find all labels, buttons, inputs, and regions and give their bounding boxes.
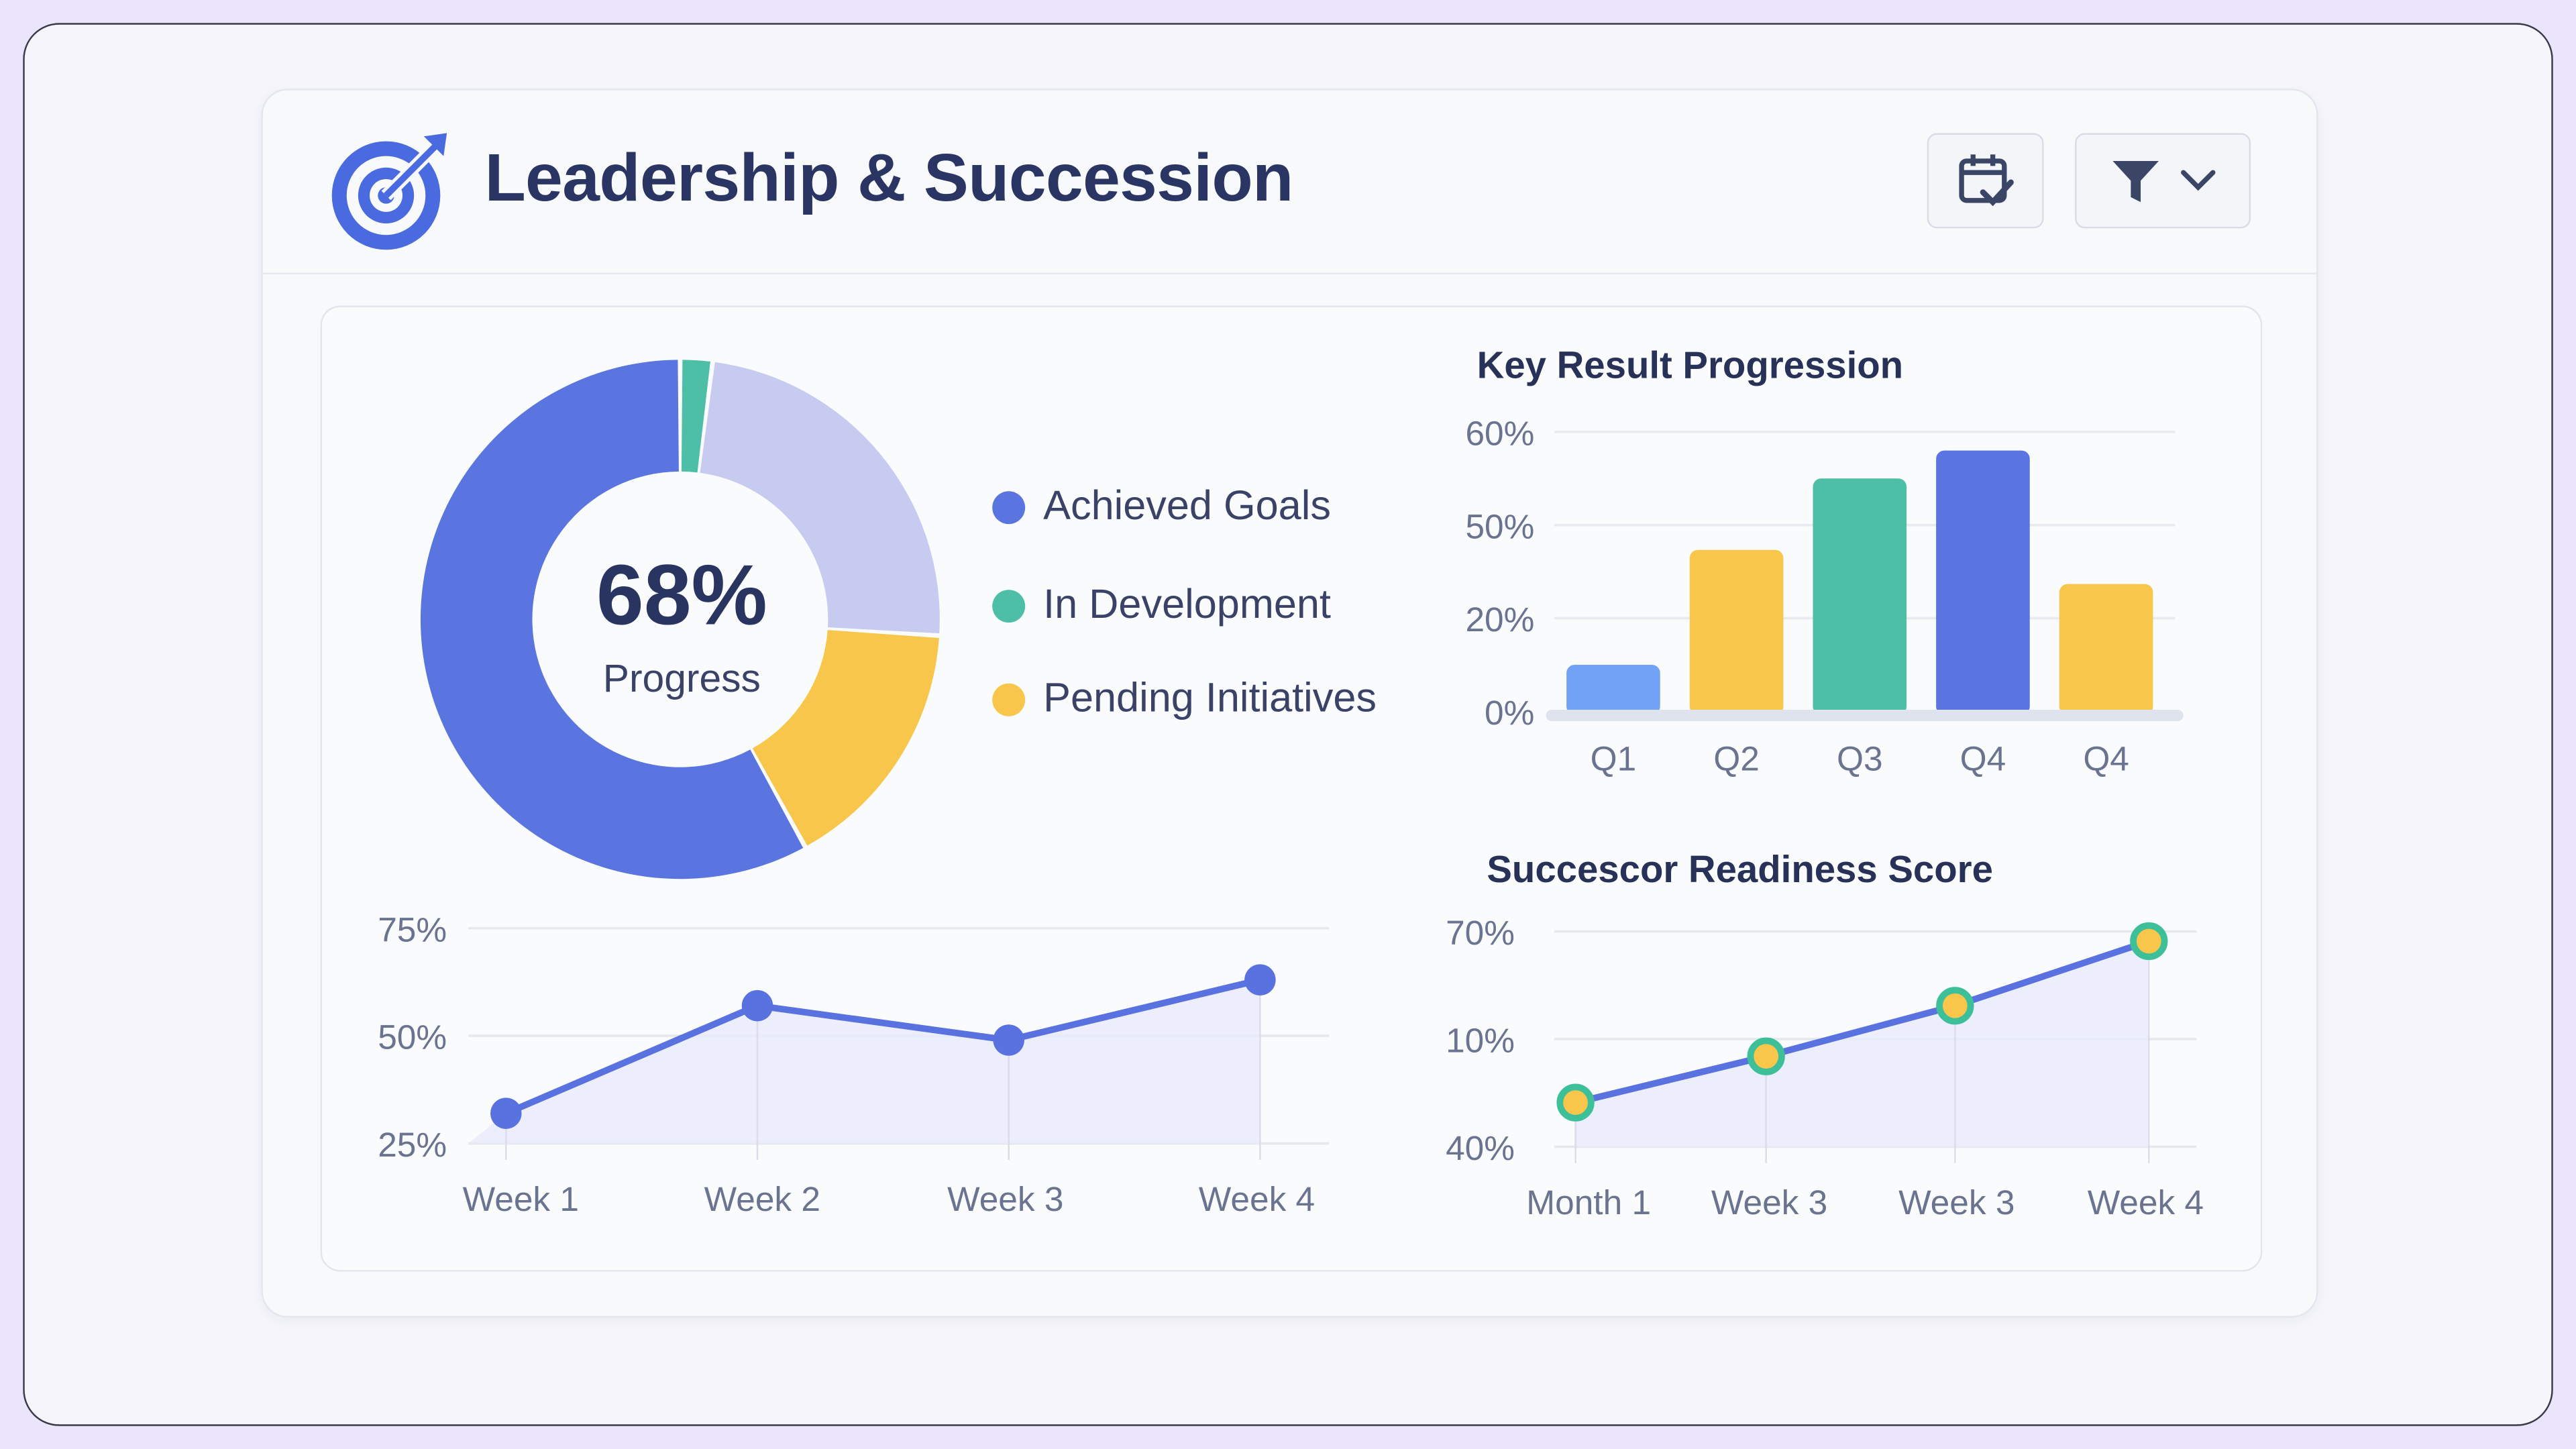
- x-axis-baseline: [1546, 709, 2184, 722]
- legend-item-pending-initiatives: Pending Initiatives: [992, 676, 1377, 723]
- y-tick-label: 70%: [1446, 913, 1515, 952]
- x-tick-label: Q1: [1591, 739, 1637, 778]
- target-logo-icon: [331, 133, 447, 250]
- series-line: [1574, 938, 2150, 1106]
- bar-q4: [1936, 450, 2030, 715]
- y-tick-label: 20%: [1465, 600, 1534, 639]
- y-tick-label: 60%: [1465, 413, 1534, 452]
- legend-label: In Development: [1043, 581, 1331, 628]
- data-point: [741, 989, 773, 1022]
- legend-item-in-development: In Development: [992, 582, 1331, 629]
- x-tick-label: Week 4: [1199, 1179, 1315, 1218]
- bar-q2: [1689, 549, 1784, 715]
- donut-center-value: 68%: [596, 547, 767, 643]
- charts-panel: 68% Progress Achieved Goals In Developme…: [320, 305, 2263, 1272]
- successor-readiness-line-chart: 40% 10% 70% Month 1 Week 3 Week 3 Week 4: [1446, 913, 2204, 1222]
- calendar-check-icon: [1958, 154, 2013, 207]
- series-line: [504, 976, 1261, 1117]
- x-tick-label: Week 3: [947, 1179, 1063, 1218]
- legend-label: Pending Initiatives: [1043, 675, 1377, 722]
- bar-q4: [2059, 584, 2153, 715]
- area-fill: [1575, 941, 2149, 1147]
- bar-chart-title: Key Result Progression: [1477, 343, 1904, 386]
- data-point: [993, 1024, 1024, 1056]
- legend-dot: [992, 682, 1026, 716]
- calendar-button[interactable]: [1927, 133, 2044, 229]
- x-tick-label: Q3: [1837, 739, 1883, 778]
- x-tick-label: Week 4: [2088, 1183, 2204, 1222]
- data-point: [490, 1097, 522, 1129]
- y-tick-label: 10%: [1446, 1021, 1515, 1060]
- y-tick-label: 50%: [378, 1018, 447, 1057]
- key-result-bar-chart: 0% 20% 50% 60% Q1 Q2 Q3 Q4 Q4: [1465, 413, 2184, 778]
- x-tick-label: Month 1: [1526, 1183, 1651, 1222]
- x-tick-label: Week 3: [1898, 1183, 2015, 1222]
- bar-q1: [1566, 664, 1660, 715]
- area-fill: [468, 979, 1260, 1144]
- bar-q3: [1813, 478, 1907, 715]
- data-point: [2130, 922, 2168, 961]
- x-tick-label: Week 3: [1711, 1183, 1827, 1222]
- data-point: [1244, 964, 1276, 996]
- legend-label: Achieved Goals: [1043, 483, 1331, 529]
- data-point: [1936, 987, 1974, 1025]
- progress-donut-chart: 68% Progress: [420, 360, 940, 879]
- legend-item-achieved-goals: Achieved Goals: [992, 483, 1331, 531]
- legend-dot: [992, 588, 1026, 622]
- y-tick-label: 25%: [378, 1125, 447, 1164]
- y-tick-label: 75%: [378, 910, 447, 949]
- x-tick-label: Q4: [2083, 739, 2129, 778]
- x-tick-label: Week 2: [704, 1179, 820, 1218]
- dashboard-card: Leadership & Succession 68%: [261, 89, 2318, 1318]
- chevron-down-icon: [2180, 170, 2215, 191]
- donut-slice-achieved-goals: [420, 360, 804, 879]
- donut-center-label: Progress: [603, 657, 761, 700]
- readiness-chart-title: Succescor Readiness Score: [1487, 847, 1993, 891]
- data-point: [1747, 1037, 1785, 1075]
- donut-slice-pending-initiatives: [752, 630, 939, 846]
- x-tick-label: Week 1: [463, 1179, 579, 1218]
- page-title: Leadership & Succession: [484, 140, 1293, 215]
- filter-dropdown-button[interactable]: [2075, 133, 2251, 229]
- donut-slice-in-development: [681, 360, 710, 473]
- weekly-progress-line-chart: 25% 50% 75% Week 1 Week 2 Week 3 Week 4: [378, 910, 1330, 1218]
- y-tick-label: 0%: [1485, 693, 1534, 732]
- y-tick-label: 50%: [1465, 506, 1534, 545]
- y-tick-label: 40%: [1446, 1128, 1515, 1167]
- data-point: [1556, 1083, 1595, 1122]
- header-divider: [262, 272, 2317, 274]
- x-tick-label: Q2: [1713, 739, 1760, 778]
- x-tick-label: Q4: [1960, 739, 2006, 778]
- filter-icon: [2112, 161, 2158, 203]
- legend-dot: [992, 490, 1026, 524]
- donut-slice-other: [700, 362, 940, 634]
